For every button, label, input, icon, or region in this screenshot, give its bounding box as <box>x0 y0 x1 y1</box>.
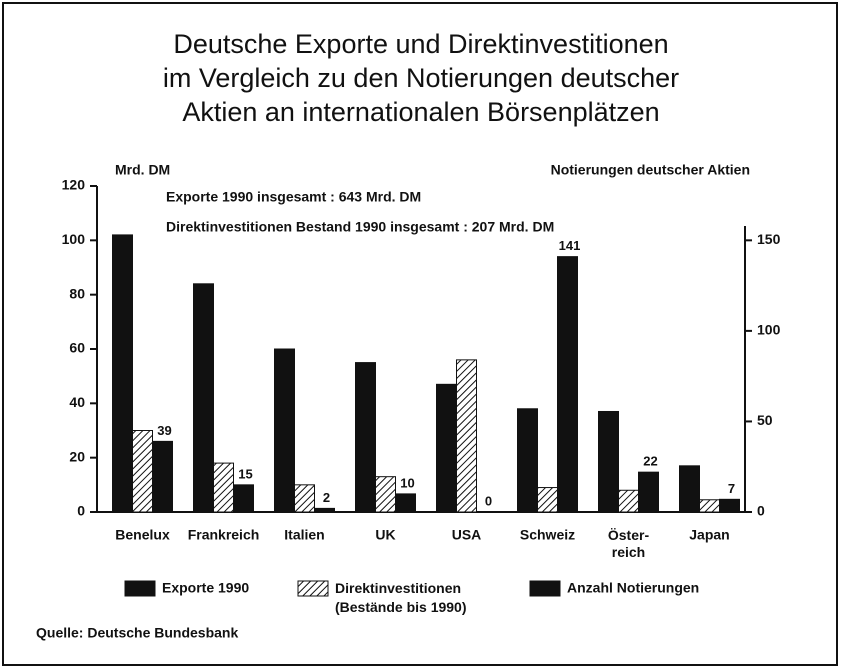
x-tick-label: Frankreich <box>188 527 260 543</box>
bar <box>375 476 396 513</box>
x-tick-label: UK <box>375 527 395 543</box>
y2-tick-label: 100 <box>757 322 781 338</box>
value-label: 0 <box>485 493 492 508</box>
value-label: 2 <box>323 490 330 505</box>
value-label: 7 <box>728 481 735 496</box>
bar <box>719 498 740 513</box>
x-tick-label: Schweiz <box>520 527 575 543</box>
bar <box>294 484 315 513</box>
bar <box>132 430 153 513</box>
source: Quelle: Deutsche Bundesbank <box>36 625 238 641</box>
bar <box>213 462 234 513</box>
bar <box>598 410 619 513</box>
bar <box>314 507 335 513</box>
y-tick-label: 0 <box>77 503 85 519</box>
bar <box>517 408 538 513</box>
bar <box>355 362 376 513</box>
y2-tick-label: 50 <box>757 412 773 428</box>
bar <box>699 499 720 513</box>
y-tick-label: 40 <box>69 394 85 410</box>
legend-swatch <box>124 580 156 597</box>
y-tick-label: 100 <box>62 231 86 247</box>
value-label: 141 <box>559 238 581 253</box>
x-tick-label: Japan <box>689 527 729 543</box>
legend-swatch <box>529 580 561 597</box>
chart-title: Deutsche Exporte und Direktinvestitionen… <box>163 29 679 127</box>
y2-axis-label: Notierungen deutscher Aktien <box>551 162 750 178</box>
x-tick-label: Italien <box>284 527 324 543</box>
bar <box>112 234 133 513</box>
y2-tick-label: 150 <box>757 231 781 247</box>
value-label: 15 <box>238 466 252 481</box>
y-tick-label: 60 <box>69 340 85 356</box>
x-tick-label: Öster-reich <box>608 527 650 560</box>
legend-label: Anzahl Notierungen <box>567 580 699 596</box>
bar <box>557 256 578 513</box>
y2-tick-label: 0 <box>757 503 765 519</box>
value-label: 39 <box>157 423 171 438</box>
annotation: Exporte 1990 insgesamt : 643 Mrd. DM <box>166 189 421 205</box>
annotation: Direktinvestitionen Bestand 1990 insgesa… <box>166 219 554 235</box>
x-tick-label: Benelux <box>115 527 170 543</box>
bar <box>395 493 416 513</box>
bar <box>193 283 214 513</box>
value-label: 10 <box>400 475 414 490</box>
bar <box>233 484 254 513</box>
bar <box>456 359 477 513</box>
bar <box>152 440 173 513</box>
x-tick-label: USA <box>452 527 482 543</box>
legend-label: Exporte 1990 <box>162 580 249 596</box>
y-tick-label: 120 <box>62 177 86 193</box>
y-tick-label: 80 <box>69 285 85 301</box>
y-axis-label: Mrd. DM <box>115 162 170 178</box>
bar <box>618 489 639 513</box>
value-label: 22 <box>643 454 657 469</box>
bar <box>274 348 295 513</box>
bar <box>638 471 659 513</box>
y-tick-label: 20 <box>69 448 85 464</box>
legend-swatch <box>297 580 329 597</box>
bar <box>537 487 558 513</box>
legend-label: Direktinvestitionen (Bestände bis 1990) <box>335 580 467 615</box>
bar <box>436 383 457 513</box>
bar <box>679 465 700 513</box>
